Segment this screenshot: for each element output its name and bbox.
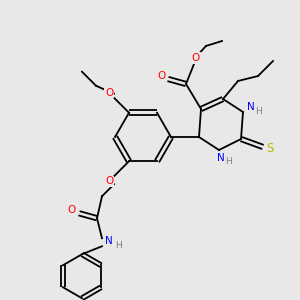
Text: H: H — [256, 106, 262, 116]
Text: S: S — [266, 142, 274, 154]
Text: N: N — [105, 236, 113, 246]
Text: O: O — [105, 88, 113, 98]
Text: O: O — [157, 71, 165, 81]
Text: O: O — [105, 176, 113, 186]
Text: N: N — [247, 102, 255, 112]
Text: O: O — [68, 205, 76, 215]
Text: O: O — [192, 53, 200, 63]
Text: H: H — [116, 241, 122, 250]
Text: H: H — [226, 158, 232, 166]
Text: N: N — [217, 153, 225, 163]
